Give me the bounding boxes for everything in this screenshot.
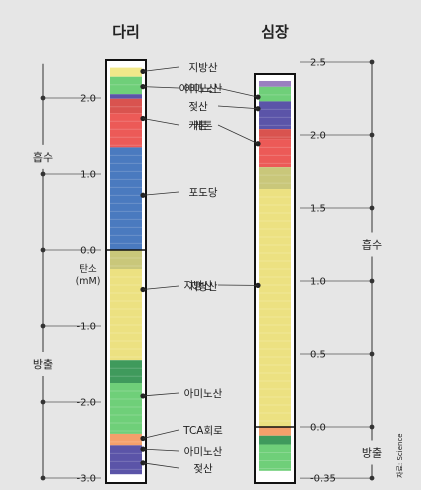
- annotation-line: [142, 392, 180, 397]
- region-label: 흡수: [362, 238, 382, 252]
- tick-label: -1.0: [76, 322, 96, 333]
- tick-dot: [369, 351, 375, 357]
- annotation-line: [142, 429, 180, 439]
- bar-segment: [110, 76, 142, 95]
- bar-segment: [110, 445, 142, 475]
- annotation-label: 아미노산: [184, 446, 223, 458]
- tick-dot: [40, 475, 46, 481]
- tick-label: -0.35: [310, 474, 336, 485]
- bar-segment: [259, 189, 291, 427]
- annotation-line: [217, 105, 259, 110]
- chart-title: 심장: [261, 23, 289, 41]
- bar-segment: [259, 129, 291, 140]
- tick-label: 1.0: [80, 170, 96, 181]
- annotation-label: 지방산: [189, 281, 218, 293]
- bar-segment: [110, 67, 142, 77]
- annotation-label: 케톤: [188, 120, 208, 132]
- tick-dot: [40, 323, 46, 329]
- unit-label: 탄소: [79, 264, 97, 275]
- tick-dot: [40, 171, 46, 177]
- annotation-label: 지방산: [189, 62, 218, 74]
- tick-dot: [40, 399, 46, 405]
- bar-segment: [259, 167, 291, 190]
- annotation-label: 아미노산: [179, 83, 218, 95]
- annotation-label: 포도당: [189, 187, 218, 199]
- bar-segment: [110, 147, 142, 250]
- tick-label: 0.0: [80, 246, 96, 257]
- tick-dot: [369, 132, 375, 138]
- region-label: 방출: [33, 358, 53, 371]
- annotation-line: [142, 448, 180, 452]
- bar-segment: [110, 383, 142, 434]
- annotation-line: [142, 66, 180, 72]
- tick-label: 2.0: [310, 131, 326, 142]
- annotation-line: [217, 124, 259, 145]
- tick-label: 1.0: [310, 277, 326, 288]
- bar-segment: [259, 139, 291, 168]
- annotation-label: TCA회로: [182, 425, 223, 437]
- annotation-label: 케톤: [193, 120, 213, 132]
- region-label: 흡수: [33, 150, 53, 164]
- annotation-line: [217, 87, 259, 98]
- annotation-line: [142, 191, 180, 196]
- leg-panel: 다리흡수방출2.01.00.0-1.0-2.0-3.0탄소(mM)지방산아미노산…: [33, 23, 223, 485]
- annotation-label: 지방산: [184, 280, 213, 292]
- annotation-label: 젖산: [193, 463, 213, 475]
- source-credit: 자료: Science: [395, 433, 404, 478]
- region-label: 방출: [362, 447, 382, 460]
- chart-title: 다리: [112, 23, 140, 41]
- annotation-label: 젖산: [188, 101, 208, 113]
- bar-segment: [259, 80, 291, 87]
- annotation-label: 아미노산: [184, 83, 223, 95]
- tick-label: -3.0: [76, 474, 96, 485]
- bar-segment: [110, 433, 142, 446]
- tick-label: 0.0: [310, 423, 326, 434]
- tick-dot: [369, 278, 375, 284]
- tick-dot: [369, 475, 375, 481]
- tick-label: -2.0: [76, 398, 96, 409]
- annotation-line: [142, 118, 180, 126]
- unit-label: (mM): [76, 276, 101, 287]
- bar-segment: [110, 113, 142, 148]
- bar-segment: [110, 250, 142, 269]
- tick-label: 0.5: [310, 350, 326, 361]
- bar-segment: [110, 94, 142, 99]
- bar-segment: [259, 444, 291, 471]
- tick-label: 1.5: [310, 204, 326, 215]
- tick-dot: [369, 59, 375, 65]
- bar-segment: [259, 86, 291, 102]
- tick-dot: [369, 424, 375, 430]
- annotation-line: [142, 462, 180, 469]
- bar-segment: [110, 269, 142, 361]
- tick-dot: [40, 95, 46, 101]
- bar-segment: [110, 98, 142, 114]
- bar-segment: [259, 427, 291, 436]
- annotation-label: 아미노산: [184, 388, 223, 400]
- annotation-line: [142, 285, 180, 290]
- tick-dot: [369, 205, 375, 211]
- tick-dot: [40, 247, 46, 253]
- tick-label: 2.0: [80, 94, 96, 105]
- annotation-line: [142, 86, 180, 89]
- tick-label: 2.5: [310, 58, 326, 69]
- bar-segment: [110, 360, 142, 383]
- bar-segment: [259, 435, 291, 445]
- bar-segment: [259, 101, 291, 130]
